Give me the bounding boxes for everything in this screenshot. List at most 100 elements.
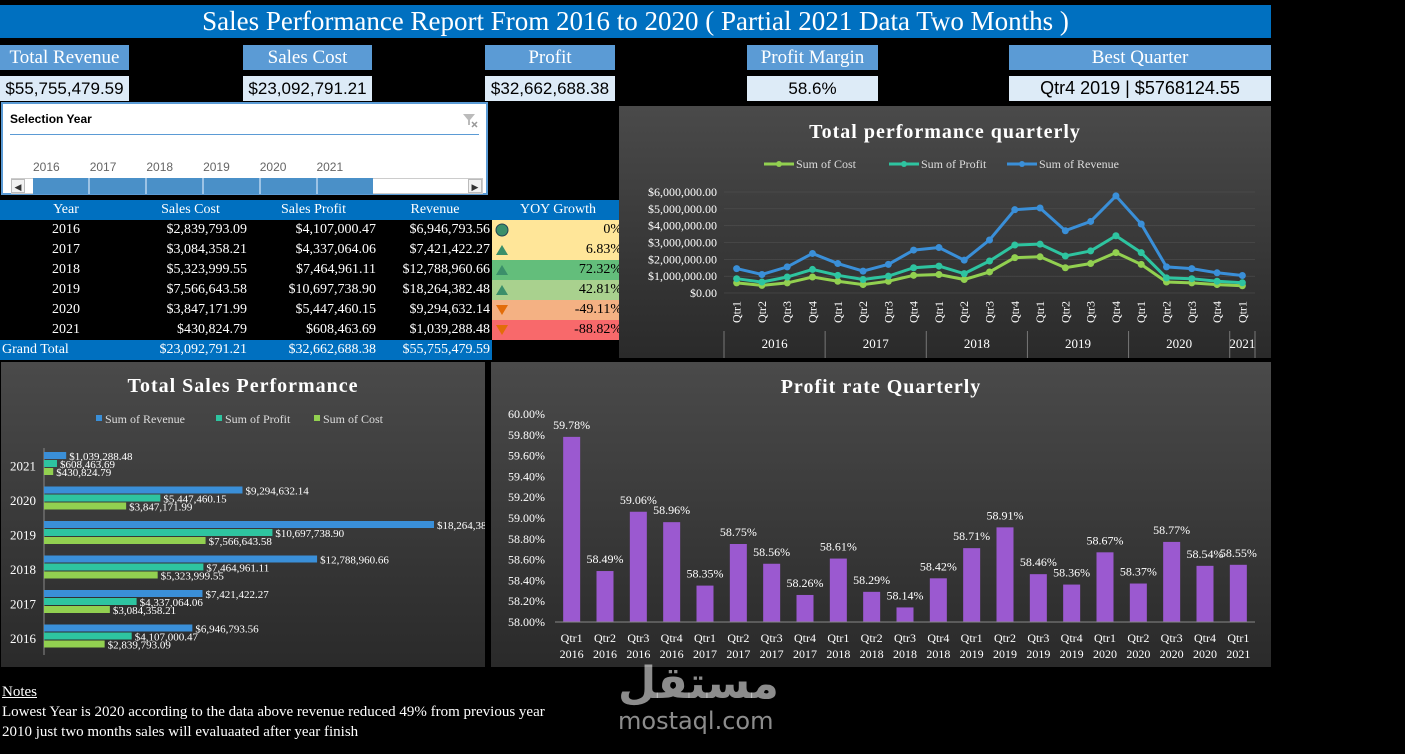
data-label: $2,839,793.09 <box>108 640 172 652</box>
data-point <box>935 244 943 252</box>
row-cost: $3,847,171.99 <box>166 302 248 317</box>
x-tick-label: 2020 <box>1160 647 1184 661</box>
x-tick-label: Qtr2 <box>1160 301 1174 323</box>
data-point <box>1137 260 1145 268</box>
data-label: $4,107,000.47 <box>135 632 199 644</box>
slicer-year-2021[interactable]: 2021 <box>316 160 344 174</box>
x-tick-label: 2017 <box>693 647 717 661</box>
up-triangle-icon <box>496 285 508 295</box>
table-row: 2017 $3,084,358.21 $4,337,064.06 $7,421,422… <box>0 240 624 260</box>
x-tick-label: 2016 <box>593 647 617 661</box>
bar <box>44 624 193 632</box>
x-tick-label: 2020 <box>1126 647 1150 661</box>
row-year: 2017 <box>52 242 80 257</box>
row-yoy: 6.83% <box>492 240 624 260</box>
scroll-left-icon[interactable]: ◀ <box>11 179 25 193</box>
legend-label: Sum of Cost <box>796 157 857 171</box>
bar <box>563 436 581 622</box>
x-tick-label: 2018 <box>860 647 884 661</box>
data-point <box>935 270 943 278</box>
data-label: 59.06% <box>620 493 657 507</box>
filter-clear-icon[interactable] <box>462 112 478 128</box>
row-profit: $5,447,460.15 <box>295 302 377 317</box>
bar <box>44 494 161 502</box>
data-label: 58.71% <box>953 529 990 543</box>
bar <box>44 529 273 536</box>
data-point <box>834 260 842 268</box>
slicer-selection-bar[interactable] <box>33 178 373 194</box>
x-tick-label: Qtr4 <box>1194 631 1216 645</box>
bar <box>44 640 105 648</box>
bar <box>829 558 847 622</box>
data-point <box>859 276 867 284</box>
data-label: 59.78% <box>553 418 590 432</box>
bar <box>44 606 110 613</box>
y-tick-label: 58.60% <box>508 553 545 567</box>
y-tick-label: 2019 <box>10 527 36 542</box>
notes-line-1: Lowest Year is 2020 according to the dat… <box>2 704 545 720</box>
x-tick-label: Qtr3 <box>894 631 916 645</box>
row-cost: $2,839,793.09 <box>166 222 248 237</box>
data-label: 58.29% <box>853 573 890 587</box>
row-revenue: $7,421,422.27 <box>409 242 491 257</box>
data-point <box>960 256 968 264</box>
slicer-year-2017[interactable]: 2017 <box>89 160 117 174</box>
scroll-right-icon[interactable]: ▶ <box>468 179 482 193</box>
data-label: 58.91% <box>987 508 1024 522</box>
x-tick-label: Qtr3 <box>1084 301 1098 323</box>
bar <box>44 555 318 563</box>
data-label: $5,323,999.55 <box>161 571 225 583</box>
x-tick-label: Qtr1 <box>961 631 983 645</box>
x-tick-label: Qtr1 <box>932 301 946 323</box>
data-point <box>1011 254 1019 262</box>
slicer-year-2020[interactable]: 2020 <box>259 160 287 174</box>
data-label: 58.77% <box>1153 523 1190 537</box>
row-profit: $4,337,064.06 <box>295 242 377 257</box>
x-tick-label: Qtr2 <box>994 631 1016 645</box>
row-yoy-value: 42.81% <box>578 282 622 297</box>
x-tick-label: Qtr4 <box>806 301 820 323</box>
data-point <box>1188 275 1196 283</box>
legend-marker <box>776 161 782 167</box>
slicer-title: Selection Year <box>10 112 92 126</box>
data-point <box>1036 253 1044 261</box>
profit-margin-label: Profit Margin <box>747 45 878 70</box>
x-tick-label: Qtr4 <box>661 631 683 645</box>
row-profit: $10,697,738.90 <box>288 282 377 297</box>
row-year: 2018 <box>52 262 80 277</box>
chart-title: Total Sales Performance <box>127 375 358 397</box>
data-label: $7,566,643.58 <box>209 536 273 548</box>
data-label: $608,463.69 <box>60 459 116 471</box>
data-point <box>910 246 918 254</box>
total-cost: $23,092,791.21 <box>132 340 249 360</box>
notes-section: Notes Lowest Year is 2020 according to t… <box>2 682 545 742</box>
data-label: $10,697,738.90 <box>275 528 344 540</box>
bar <box>1129 583 1147 622</box>
bar <box>44 563 204 571</box>
data-label: 58.96% <box>653 503 690 517</box>
data-point <box>1011 206 1019 214</box>
year-slicer[interactable]: Selection Year 2016 2017 2018 2019 2020 2021 … <box>1 102 488 195</box>
slicer-year-2019[interactable]: 2019 <box>203 160 230 174</box>
x-tick-label: Qtr1 <box>561 631 583 645</box>
total-sales-performance-chart: Total Sales Performance Sum of Revenue Sum… <box>1 362 506 667</box>
x-tick-label: Qtr2 <box>861 631 883 645</box>
row-yoy: 0% <box>492 220 624 240</box>
slicer-year-2018[interactable]: 2018 <box>146 160 174 174</box>
bar <box>696 585 714 622</box>
bar <box>44 632 132 640</box>
data-label: $4,337,064.06 <box>140 597 204 609</box>
data-point <box>1112 192 1120 200</box>
data-point <box>859 267 867 275</box>
x-tick-label: Qtr2 <box>1058 301 1072 323</box>
row-revenue: $12,788,960.66 <box>402 262 491 277</box>
down-triangle-icon <box>496 305 508 315</box>
slicer-year-2016[interactable]: 2016 <box>33 160 60 174</box>
legend-label: Sum of Profit <box>921 157 987 171</box>
x-tick-label: Qtr1 <box>1227 631 1249 645</box>
y-tick-label: $5,000,000.00 <box>648 202 717 216</box>
data-point <box>1087 260 1095 268</box>
y-tick-label: $4,000,000.00 <box>648 219 717 233</box>
profit-value: $32,662,688.38 <box>485 76 615 101</box>
data-point <box>834 271 842 279</box>
